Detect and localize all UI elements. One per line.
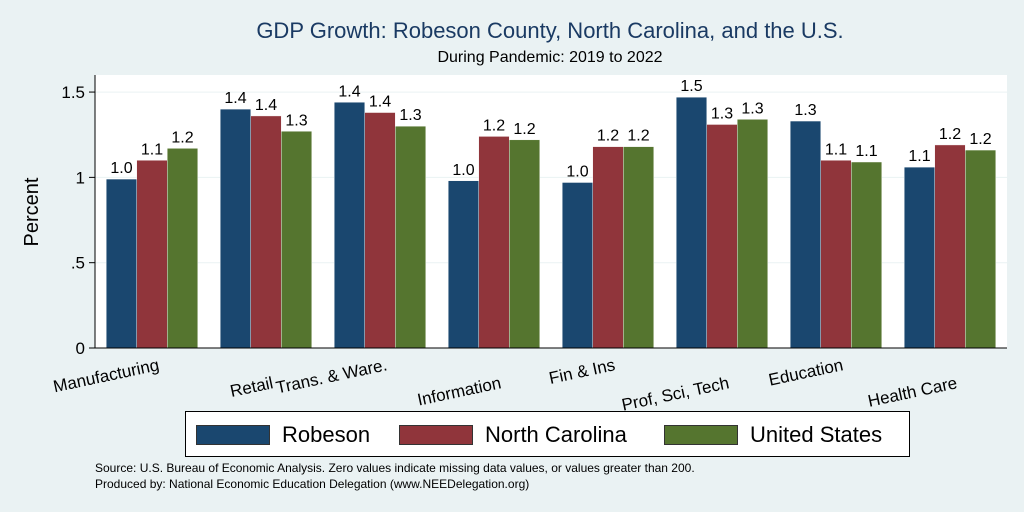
bar-value-label: 1.2 bbox=[513, 121, 535, 138]
bar bbox=[250, 115, 282, 349]
bar-value-label: 1.4 bbox=[338, 83, 360, 100]
x-tick-label: Trans. & Ware. bbox=[274, 355, 389, 397]
x-tick-label: Prof, Sci, Tech bbox=[620, 373, 731, 414]
x-tick-label: Manufacturing bbox=[52, 355, 161, 396]
bar bbox=[592, 146, 624, 349]
bar bbox=[478, 136, 510, 349]
bar-value-label: 1.2 bbox=[939, 126, 961, 143]
bar-value-label: 1.0 bbox=[452, 162, 474, 179]
bar bbox=[820, 160, 852, 349]
bar bbox=[364, 112, 396, 349]
bar bbox=[220, 108, 251, 349]
bar-value-label: 1.2 bbox=[627, 128, 649, 145]
x-tick-label: Health Care bbox=[866, 373, 959, 410]
legend-swatch-robeson bbox=[196, 425, 270, 445]
bar-value-label: 1.1 bbox=[825, 141, 847, 158]
bar-value-label: 1.1 bbox=[908, 148, 930, 165]
y-tick-label: 0 bbox=[76, 339, 85, 358]
bar-value-label: 1.3 bbox=[285, 112, 307, 129]
bars bbox=[106, 96, 996, 349]
bar-value-label: 1.0 bbox=[110, 160, 132, 177]
bar bbox=[623, 146, 654, 349]
bar-value-label: 1.2 bbox=[969, 131, 991, 148]
x-ticks: Manufacturing Retail Trans. & Ware. Informa… bbox=[52, 355, 959, 414]
bar bbox=[737, 119, 768, 349]
y-tick-label: 1.5 bbox=[61, 83, 85, 102]
x-tick-label: Retail bbox=[228, 373, 274, 401]
bar-value-label: 1.2 bbox=[171, 129, 193, 146]
legend-swatch-north-carolina bbox=[399, 425, 473, 445]
bar-value-label: 1.2 bbox=[483, 117, 505, 134]
bar bbox=[562, 182, 593, 349]
chart-title: GDP Growth: Robeson County, North Caroli… bbox=[256, 18, 844, 43]
bar-value-label: 1.3 bbox=[399, 107, 421, 124]
legend-label-united-states: United States bbox=[750, 422, 883, 447]
legend-label-north-carolina: North Carolina bbox=[485, 422, 627, 447]
bar bbox=[934, 144, 966, 349]
bar-value-label: 1.1 bbox=[141, 141, 163, 158]
legend: Robeson North Carolina United States bbox=[185, 411, 910, 457]
bar bbox=[509, 139, 540, 349]
source-note: Source: U.S. Bureau of Economic Analysis… bbox=[95, 460, 695, 492]
bar bbox=[395, 125, 426, 349]
data-labels: 1.0 1.1 1.2 1.4 1.4 1.3 1.4 1.4 1.3 1.0 1.2 1.2 1.0 1… bbox=[110, 78, 991, 180]
bar bbox=[334, 102, 365, 349]
y-tick-label: 1 bbox=[76, 168, 85, 187]
y-tick-label: .5 bbox=[71, 254, 85, 273]
x-tick-label: Education bbox=[767, 355, 845, 389]
bar-value-label: 1.3 bbox=[741, 100, 763, 117]
bar bbox=[706, 124, 738, 349]
bar bbox=[167, 148, 198, 349]
bar-value-label: 1.1 bbox=[855, 143, 877, 160]
bar bbox=[448, 180, 479, 349]
legend-label-robeson: Robeson bbox=[282, 422, 371, 447]
bar-value-label: 1.3 bbox=[711, 105, 733, 122]
bar-value-label: 1.2 bbox=[597, 128, 619, 145]
bar-value-label: 1.5 bbox=[680, 78, 702, 95]
produced-line: Produced by: National Economic Education… bbox=[95, 477, 530, 491]
x-tick-label: Fin & Ins bbox=[547, 355, 617, 388]
y-ticks: 0 .5 1 1.5 bbox=[61, 83, 95, 358]
chart-subtitle: During Pandemic: 2019 to 2022 bbox=[437, 49, 663, 66]
bar-value-label: 1.3 bbox=[794, 102, 816, 119]
bar bbox=[106, 178, 137, 349]
bar bbox=[676, 96, 707, 349]
bar-value-label: 1.4 bbox=[224, 90, 246, 107]
bar-value-label: 1.4 bbox=[255, 97, 277, 114]
bar-value-label: 1.0 bbox=[566, 163, 588, 180]
bar-value-label: 1.4 bbox=[369, 94, 391, 111]
bar bbox=[904, 166, 935, 349]
bar bbox=[851, 161, 882, 349]
source-line: Source: U.S. Bureau of Economic Analysis… bbox=[95, 461, 695, 475]
bar bbox=[965, 149, 996, 349]
y-axis-label: Percent bbox=[21, 177, 43, 246]
bar bbox=[136, 160, 168, 349]
bar bbox=[790, 120, 821, 349]
x-tick-label: Information bbox=[416, 373, 503, 409]
bar bbox=[281, 131, 312, 349]
legend-swatch-united-states bbox=[664, 425, 738, 445]
